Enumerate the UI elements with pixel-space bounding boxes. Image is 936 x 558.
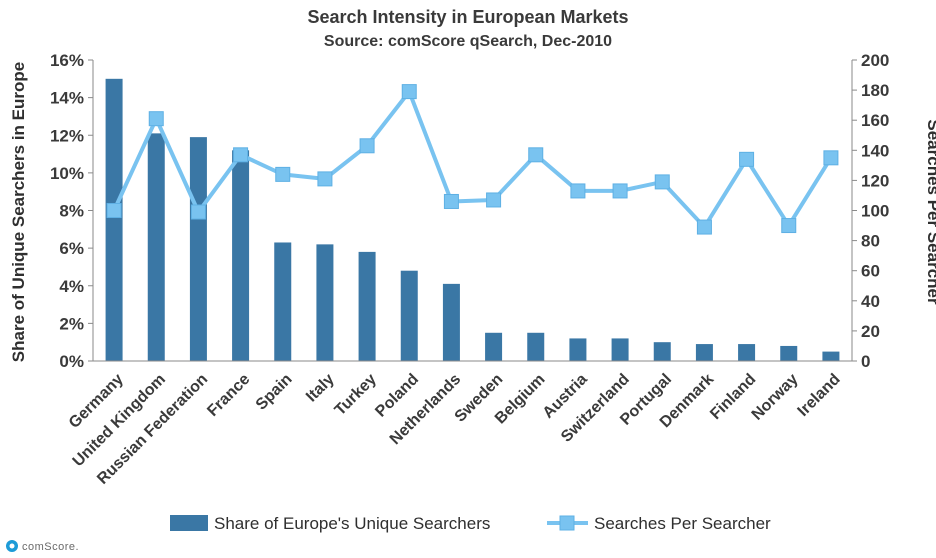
left-tick-label: 16% [50, 51, 84, 70]
line-point [106, 203, 122, 218]
left-tick-label: 8% [59, 202, 84, 221]
bar [695, 344, 713, 361]
line-point [612, 183, 628, 199]
left-axis-label: Share of Unique Searchers in Europe [9, 62, 28, 362]
category-label: Italy [303, 371, 338, 406]
line-point [401, 84, 417, 100]
right-tick-label: 140 [861, 141, 889, 160]
left-tick-label: 0% [59, 352, 84, 371]
logo-text: comScore. [22, 541, 79, 553]
category-label: France [204, 371, 253, 420]
bar [527, 332, 545, 361]
line-point [823, 150, 839, 166]
line-point [781, 218, 797, 234]
left-tick-label: 14% [50, 89, 84, 108]
bar [653, 342, 671, 361]
bar-series [105, 78, 840, 361]
bar [738, 344, 756, 361]
line-point [486, 192, 502, 208]
bar [316, 244, 334, 361]
right-tick-label: 0 [861, 352, 870, 371]
line-point [570, 183, 586, 199]
line-point [528, 147, 544, 163]
right-tick-label: 180 [861, 81, 889, 100]
bar [442, 283, 460, 361]
left-tick-label: 6% [59, 239, 84, 258]
category-label: Ireland [795, 371, 844, 420]
comscore-logo: comScore. [6, 540, 79, 553]
chart-subtitle: Source: comScore qSearch, Dec-2010 [324, 33, 612, 50]
right-axis-ticks: 0 20 40 60 80 100 120 140 160 180 200 [852, 51, 889, 371]
line-path [112, 89, 833, 230]
legend-line-label: Searches Per Searcher [594, 514, 771, 533]
line-point [190, 204, 206, 220]
legend-line-marker [559, 515, 575, 531]
bar [569, 338, 587, 361]
bar [147, 133, 165, 361]
line-point [233, 147, 249, 163]
right-tick-label: 120 [861, 171, 889, 190]
bar [400, 270, 418, 361]
left-tick-label: 10% [50, 164, 84, 183]
left-tick-label: 2% [59, 314, 84, 333]
right-tick-label: 80 [861, 232, 880, 251]
bar [189, 137, 207, 361]
bar [232, 150, 250, 361]
line-point [696, 219, 712, 235]
legend-bar-swatch [170, 515, 208, 531]
line-point [739, 151, 755, 167]
bar [485, 332, 503, 361]
bar [358, 251, 376, 361]
right-tick-label: 20 [861, 322, 880, 341]
right-tick-label: 40 [861, 292, 880, 311]
bar [274, 242, 292, 361]
category-label: Norway [749, 371, 802, 424]
line-point [443, 193, 459, 209]
line-point [654, 174, 670, 190]
line-series [106, 84, 839, 235]
right-axis-label: Searches Per Searcher [924, 119, 936, 305]
category-label: Turkey [332, 371, 380, 419]
line-point [359, 138, 375, 154]
line-point [317, 171, 333, 187]
bar [822, 351, 840, 361]
right-tick-label: 200 [861, 51, 889, 70]
bar [780, 345, 798, 361]
legend-bar-label: Share of Europe's Unique Searchers [214, 514, 490, 533]
line-point [275, 166, 291, 182]
left-tick-label: 4% [59, 277, 84, 296]
left-tick-label: 12% [50, 126, 84, 145]
line-point [148, 111, 164, 127]
logo-mark-center [9, 543, 15, 549]
right-tick-label: 160 [861, 111, 889, 130]
right-tick-label: 60 [861, 262, 880, 281]
legend: Share of Europe's Unique Searchers Searc… [170, 514, 771, 533]
left-axis-ticks: 0% 2% 4% 6% 8% 10% 12% 14% 16% [50, 51, 93, 371]
category-label: Spain [253, 371, 296, 414]
bar [105, 78, 123, 361]
right-tick-label: 100 [861, 202, 889, 221]
chart-title: Search Intensity in European Markets [307, 7, 628, 27]
bar [611, 338, 629, 361]
